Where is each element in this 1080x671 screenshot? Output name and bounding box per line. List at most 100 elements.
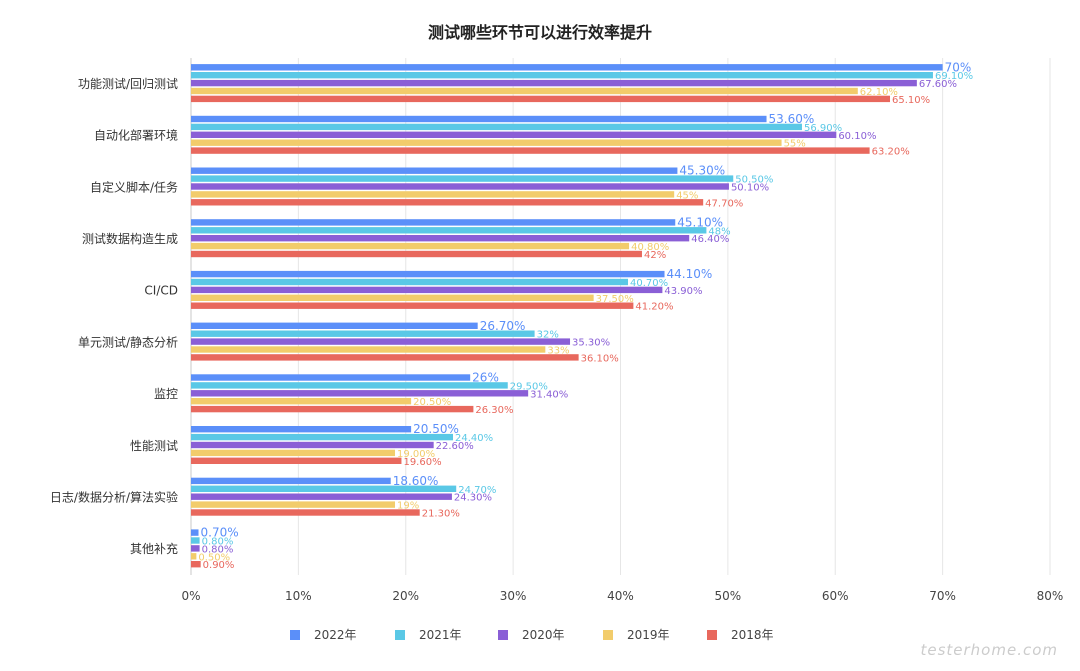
data-label: 56.90% [804,123,842,134]
category-label: 自动化部署环境 [94,128,178,143]
data-label: 53.60% [769,112,815,126]
bar [191,139,782,146]
data-label: 19.00% [397,449,435,460]
data-label: 55% [784,139,806,150]
data-label: 33% [547,346,569,357]
bar [191,330,535,337]
data-label: 46.40% [691,234,729,245]
category-label: 监控 [154,387,178,401]
bar [191,302,634,309]
bar [191,183,729,190]
bar [191,87,858,95]
bar [191,553,197,560]
bar [191,115,767,123]
bar [191,64,943,71]
bar [191,235,690,242]
legend-item[interactable]: 2020年 [498,628,565,642]
bar [191,123,802,131]
legend-label: 2021年 [419,628,462,642]
legend-item[interactable]: 2021年 [395,628,462,642]
bar [191,509,420,516]
data-label: 67.60% [919,79,957,90]
legend-swatch [603,630,613,640]
category-label: 功能测试/回归测试 [78,76,178,91]
bar [191,441,434,449]
data-label: 50.10% [731,183,769,194]
bar [191,501,396,508]
bar [191,374,471,381]
bar [191,72,933,79]
category-label: 性能测试 [130,438,178,453]
bar [191,457,402,464]
data-label: 36.10% [581,353,619,364]
data-label: 40.70% [630,278,668,289]
x-tick-label: 80% [1037,589,1064,603]
bar [191,485,457,492]
x-tick-label: 30% [500,589,527,603]
x-tick-label: 10% [285,589,312,603]
data-label: 63.20% [872,147,910,158]
legend-item[interactable]: 2018年 [707,628,774,642]
data-label: 42% [644,250,666,261]
legend-label: 2022年 [314,628,357,642]
bar [191,286,663,294]
data-label: 0.70% [201,526,239,540]
category-label: 其他补充 [130,541,178,556]
bar [191,346,546,353]
bar [191,405,474,413]
data-label: 45% [676,190,698,201]
data-label: 31.40% [530,389,568,400]
bar [191,426,412,433]
bar [191,278,629,286]
bar [191,242,630,250]
data-label: 26.30% [475,405,513,416]
bar [191,477,391,485]
legend[interactable]: 2022年 2021年 2020年 2019年 2018年 [290,628,774,642]
data-label: 69.10% [935,71,973,82]
bar [191,191,675,198]
bar [191,270,665,278]
bar [191,227,707,234]
bar [191,338,571,345]
bar [191,219,676,226]
bar [191,322,478,329]
x-tick-label: 0% [181,589,200,603]
data-label: 24.30% [454,493,492,504]
data-labels: 70%69.10%67.60%62.10%65.10%53.60%56.90%6… [198,60,973,571]
data-label: 19.60% [403,457,441,468]
x-axis-ticks: 0% 10% 20% 30% 40% 50% 60% 70% 80% [181,589,1063,603]
legend-item[interactable]: 2022年 [290,628,357,642]
legend-swatch [395,630,405,640]
data-label: 45.30% [679,164,725,178]
data-label: 0.80% [202,544,234,555]
data-label: 19% [397,501,419,512]
data-label: 26.70% [480,319,526,333]
x-tick-label: 70% [929,589,956,603]
data-label: 41.20% [635,302,673,313]
category-label: CI/CD [144,284,178,298]
data-label: 22.60% [436,441,474,452]
legend-item[interactable]: 2019年 [603,628,670,642]
legend-swatch [498,630,508,640]
data-label: 45.10% [677,215,723,229]
data-label: 48% [708,226,730,237]
bar [191,493,452,500]
data-label: 29.50% [510,381,548,392]
data-label: 70% [945,60,972,74]
bar [191,561,201,568]
bar [191,294,594,301]
data-label: 43.90% [664,286,702,297]
bar [191,250,642,258]
legend-swatch [707,630,717,640]
bar [191,95,891,103]
data-label: 0.80% [202,537,234,548]
chart-title: 测试哪些环节可以进行效率提升 [428,23,652,42]
data-label: 24.40% [455,433,493,444]
data-label: 0.90% [203,560,235,571]
bar [191,167,678,174]
data-label: 21.30% [422,509,460,520]
bar [191,131,837,138]
bar [191,537,200,544]
